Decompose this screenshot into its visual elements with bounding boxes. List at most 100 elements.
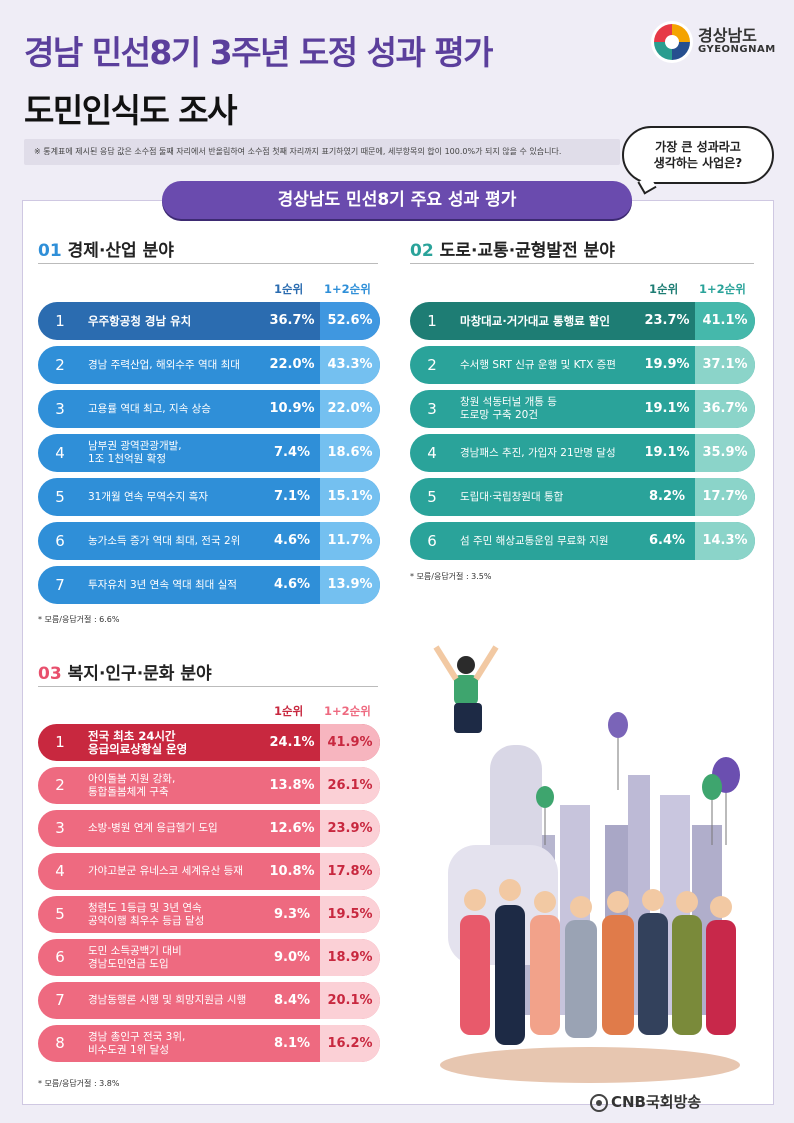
value-total: 20.1% [320, 982, 380, 1019]
value-total: 18.6% [320, 434, 380, 472]
row-label-line: 청렴도 1등급 및 3년 연속 [88, 901, 202, 914]
row-label-line: 남부권 광역관광개발, [88, 440, 182, 452]
section-number: 03 [38, 664, 62, 684]
row-label-line: 경남 총인구 전국 3위, [88, 1030, 186, 1043]
row-label: 소방-병원 연계 응급헬기 도입 [88, 810, 218, 847]
column-header-first: 1순위 [274, 704, 304, 718]
value-first: 8.4% [273, 993, 311, 1008]
row-label-line: 아이돌봄 지원 강화, [88, 772, 176, 785]
gyeongnam-logo-icon [651, 21, 693, 63]
row-label: 창원 석동터널 개통 등 도로망 구축 20건 [460, 390, 557, 428]
value-first: 10.8% [269, 864, 315, 879]
table-row: 3 고용률 역대 최고, 지속 상승 10.9% 22.0% [38, 390, 380, 428]
table-row: 1 마창대교·거가대교 통행료 할인 23.7% 41.1% [410, 302, 755, 340]
row-label: 고용률 역대 최고, 지속 상승 [88, 390, 211, 428]
section-number: 02 [410, 241, 434, 261]
section-footnote: * 모름/응답거절 : 6.6% [38, 615, 120, 624]
row-rank: 6 [55, 948, 65, 966]
value-total: 37.1% [695, 346, 755, 384]
value-first: 19.1% [644, 401, 690, 416]
section-number: 01 [38, 241, 62, 261]
row-rank: 4 [55, 862, 65, 880]
value-first: 7.1% [273, 489, 311, 504]
row-label-line: 섬 주민 해상교통운임 무료화 지원 [460, 534, 609, 547]
broadcaster-name: CNB국회방송 [611, 1093, 702, 1111]
row-label-line: 비수도권 1위 달성 [88, 1043, 169, 1056]
value-total: 15.1% [320, 478, 380, 516]
value-total: 43.3% [320, 346, 380, 384]
row-label-line: 도민 소득공백기 대비 [88, 944, 182, 957]
row-rank: 8 [55, 1034, 65, 1052]
row-label: 전국 최초 24시간 응급의료상황실 운영 [88, 724, 187, 761]
row-label-line: 농가소득 증가 역대 최대, 전국 2위 [88, 534, 241, 547]
gyeongnam-logo: 경상남도 GYEONGNAM [650, 18, 780, 68]
row-label: 청렴도 1등급 및 3년 연속 공약이행 최우수 등급 달성 [88, 896, 204, 933]
balloons-icon [536, 712, 740, 845]
row-rank: 2 [427, 356, 437, 374]
row-label: 도민 소득공백기 대비 경남도민연금 도입 [88, 939, 182, 976]
row-label: 경남동행론 시행 및 희망지원금 시행 [88, 982, 246, 1019]
value-first: 13.8% [269, 778, 315, 793]
table-row: 2 아이돌봄 지원 강화, 통합돌봄체계 구축 13.8% 26.1% [38, 767, 380, 804]
section-title: 01 경제·산업 분야 [38, 236, 174, 261]
table-row: 2 경남 주력산업, 해외수주 역대 최대 22.0% 43.3% [38, 346, 380, 384]
value-first: 8.2% [648, 489, 686, 504]
table-row: 8 경남 총인구 전국 3위, 비수도권 1위 달성 8.1% 16.2% [38, 1025, 380, 1062]
value-total: 13.9% [320, 566, 380, 604]
table-row: 6 농가소득 증가 역대 최대, 전국 2위 4.6% 11.7% [38, 522, 380, 560]
crowd-people-icon [440, 879, 740, 1083]
row-label: 가야고분군 유네스코 세계유산 등재 [88, 853, 243, 890]
section-title: 02 도로·교통·균형발전 분야 [410, 236, 615, 261]
value-first: 9.0% [273, 950, 311, 965]
table-row: 2 수서행 SRT 신규 운행 및 KTX 증편 19.9% 37.1% [410, 346, 755, 384]
value-first: 4.6% [273, 533, 311, 548]
row-label-line: 수서행 SRT 신규 운행 및 KTX 증편 [460, 358, 616, 371]
column-header-first: 1순위 [649, 282, 679, 296]
row-rank: 4 [427, 444, 437, 462]
row-rank: 3 [55, 400, 65, 418]
page-subtitle: 도민인식도 조사 [24, 91, 238, 130]
value-total: 19.5% [320, 896, 380, 933]
value-first: 36.7% [269, 313, 315, 328]
section-title-text: 경제·산업 분야 [67, 241, 174, 261]
table-row: 6 도민 소득공백기 대비 경남도민연금 도입 9.0% 18.9% [38, 939, 380, 976]
value-first: 10.9% [269, 401, 315, 416]
row-label-line: 경남패스 추진, 가입자 21만명 달성 [460, 446, 616, 459]
row-rank: 7 [55, 576, 65, 594]
row-label: 투자유치 3년 연속 역대 최대 실적 [88, 566, 237, 604]
value-total: 41.9% [320, 724, 380, 761]
row-label: 마창대교·거가대교 통행료 할인 [460, 302, 610, 340]
column-header-total: 1+2순위 [324, 282, 371, 296]
value-total: 14.3% [695, 522, 755, 560]
table-row: 3 소방-병원 연계 응급헬기 도입 12.6% 23.9% [38, 810, 380, 847]
row-label: 섬 주민 해상교통운임 무료화 지원 [460, 522, 609, 560]
value-total: 11.7% [320, 522, 380, 560]
row-label: 우주항공청 경남 유치 [88, 302, 191, 340]
row-label-line: 경남도민연금 도입 [88, 957, 169, 970]
column-header-total: 1+2순위 [324, 704, 371, 718]
row-rank: 6 [55, 532, 65, 550]
row-label-line: 창원 석동터널 개통 등 [460, 396, 557, 408]
row-label-line: 31개월 연속 무역수지 흑자 [88, 490, 208, 503]
section-footnote: * 모름/응답거절 : 3.5% [410, 572, 492, 581]
row-label: 경남 총인구 전국 3위, 비수도권 1위 달성 [88, 1025, 185, 1062]
table-row: 1 전국 최초 24시간 응급의료상황실 운영 24.1% 41.9% [38, 724, 380, 761]
row-rank: 6 [427, 532, 437, 550]
row-rank: 1 [55, 312, 65, 330]
value-first: 19.9% [644, 357, 690, 372]
table-row: 4 경남패스 추진, 가입자 21만명 달성 19.1% 35.9% [410, 434, 755, 472]
broadcaster-brand: CNB국회방송 [590, 1091, 701, 1112]
cheering-person-icon [433, 645, 499, 733]
value-first: 7.4% [273, 445, 311, 460]
section-title-text: 도로·교통·균형발전 분야 [439, 241, 615, 261]
value-total: 22.0% [320, 390, 380, 428]
row-label: 경남 주력산업, 해외수주 역대 최대 [88, 346, 240, 384]
row-label-line: 1조 1천억원 확정 [88, 453, 166, 465]
value-first: 12.6% [269, 821, 315, 836]
row-rank: 7 [55, 991, 65, 1009]
row-label-line: 투자유치 3년 연속 역대 최대 실적 [88, 578, 237, 591]
row-rank: 2 [55, 776, 65, 794]
row-label: 아이돌봄 지원 강화, 통합돌봄체계 구축 [88, 767, 175, 804]
value-total: 16.2% [320, 1025, 380, 1062]
row-label-line: 고용률 역대 최고, 지속 상승 [88, 402, 211, 415]
